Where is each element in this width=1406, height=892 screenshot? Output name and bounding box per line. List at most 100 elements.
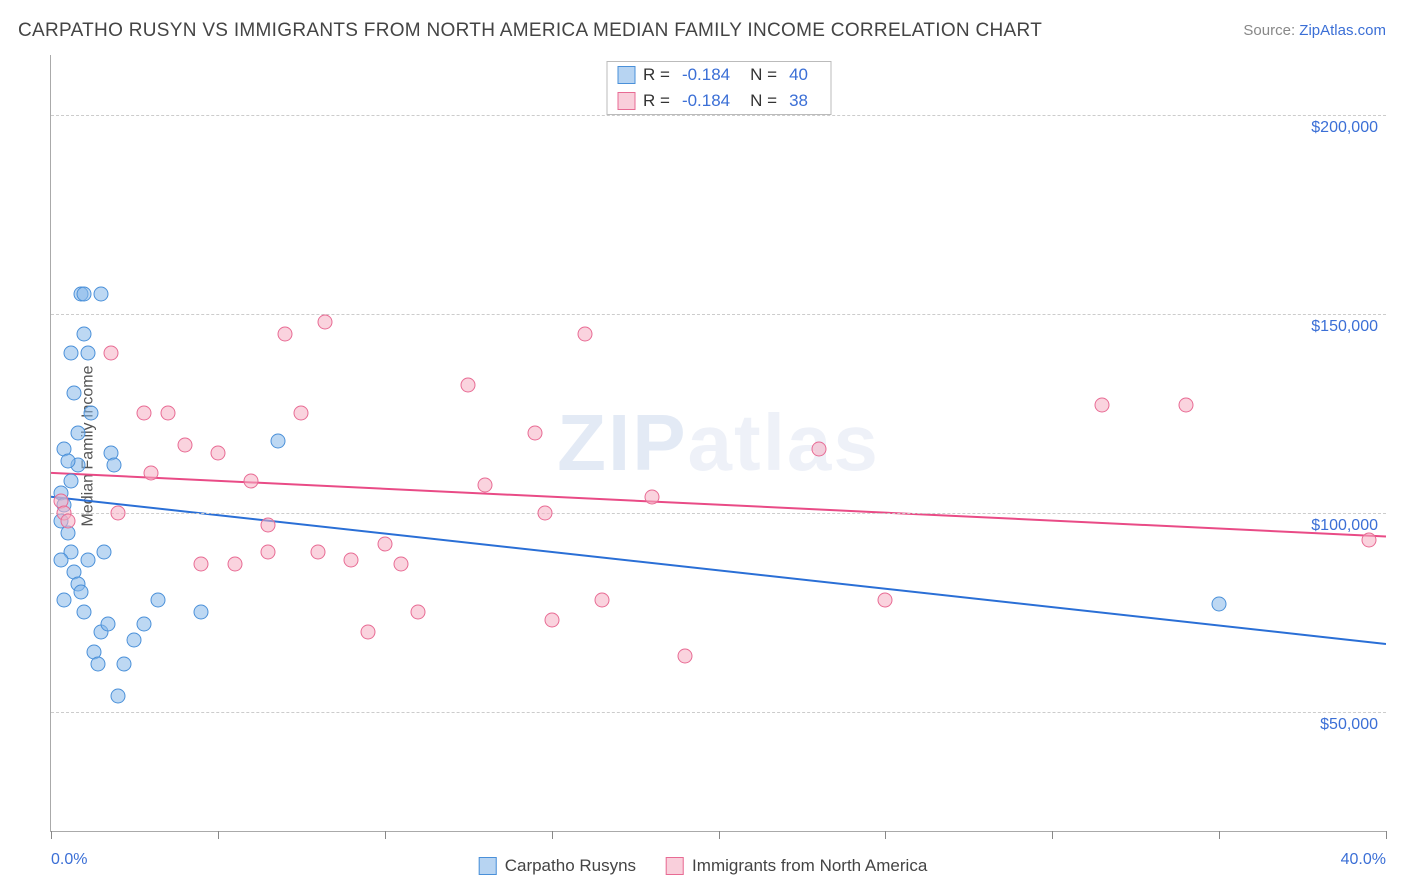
data-point bbox=[527, 426, 542, 441]
swatch-blue-icon bbox=[479, 857, 497, 875]
stats-row-blue: R = -0.184 N = 40 bbox=[607, 62, 830, 88]
x-tick bbox=[1386, 831, 1387, 839]
stat-n-label: N = bbox=[750, 91, 777, 111]
data-point bbox=[811, 441, 826, 456]
data-point bbox=[878, 593, 893, 608]
y-tick-label: $50,000 bbox=[1320, 716, 1378, 734]
source-link[interactable]: ZipAtlas.com bbox=[1299, 22, 1386, 39]
data-point bbox=[100, 617, 115, 632]
data-point bbox=[1212, 597, 1227, 612]
data-point bbox=[127, 632, 142, 647]
data-point bbox=[137, 406, 152, 421]
y-tick-label: $100,000 bbox=[1311, 517, 1378, 535]
data-point bbox=[377, 537, 392, 552]
data-point bbox=[1362, 533, 1377, 548]
x-lim-left: 0.0% bbox=[51, 851, 87, 869]
stat-r-value-pink: -0.184 bbox=[682, 91, 730, 111]
data-point bbox=[54, 553, 69, 568]
chart-title: CARPATHO RUSYN VS IMMIGRANTS FROM NORTH … bbox=[18, 20, 1042, 42]
data-point bbox=[80, 553, 95, 568]
gridline bbox=[51, 115, 1386, 116]
data-point bbox=[317, 314, 332, 329]
trend-lines bbox=[51, 55, 1386, 831]
data-point bbox=[344, 553, 359, 568]
data-point bbox=[77, 326, 92, 341]
data-point bbox=[277, 326, 292, 341]
stat-r-value-blue: -0.184 bbox=[682, 65, 730, 85]
legend-item-blue: Carpatho Rusyns bbox=[479, 856, 636, 876]
x-tick bbox=[1219, 831, 1220, 839]
chart-source: Source: ZipAtlas.com bbox=[1243, 22, 1386, 39]
data-point bbox=[74, 585, 89, 600]
data-point bbox=[678, 648, 693, 663]
data-point bbox=[104, 346, 119, 361]
legend-item-pink: Immigrants from North America bbox=[666, 856, 927, 876]
data-point bbox=[210, 445, 225, 460]
plot-area: ZIPatlas R = -0.184 N = 40 R = -0.184 N … bbox=[50, 55, 1386, 832]
data-point bbox=[1095, 398, 1110, 413]
data-point bbox=[194, 557, 209, 572]
watermark: ZIPatlas bbox=[557, 397, 880, 489]
data-point bbox=[70, 426, 85, 441]
gridline bbox=[51, 314, 1386, 315]
data-point bbox=[544, 613, 559, 628]
data-point bbox=[160, 406, 175, 421]
stat-r-label: R = bbox=[643, 91, 670, 111]
data-point bbox=[77, 605, 92, 620]
y-tick-label: $200,000 bbox=[1311, 119, 1378, 137]
x-tick bbox=[1052, 831, 1053, 839]
data-point bbox=[537, 505, 552, 520]
x-tick bbox=[218, 831, 219, 839]
swatch-pink-icon bbox=[666, 857, 684, 875]
stats-legend: R = -0.184 N = 40 R = -0.184 N = 38 bbox=[606, 61, 831, 115]
data-point bbox=[361, 625, 376, 640]
data-point bbox=[107, 457, 122, 472]
data-point bbox=[1178, 398, 1193, 413]
data-point bbox=[461, 378, 476, 393]
data-point bbox=[394, 557, 409, 572]
legend-label-pink: Immigrants from North America bbox=[692, 856, 927, 876]
data-point bbox=[177, 437, 192, 452]
x-tick bbox=[552, 831, 553, 839]
bottom-legend: Carpatho Rusyns Immigrants from North Am… bbox=[479, 856, 928, 876]
legend-label-blue: Carpatho Rusyns bbox=[505, 856, 636, 876]
data-point bbox=[411, 605, 426, 620]
data-point bbox=[64, 346, 79, 361]
data-point bbox=[110, 505, 125, 520]
data-point bbox=[644, 489, 659, 504]
data-point bbox=[97, 545, 112, 560]
x-tick bbox=[385, 831, 386, 839]
data-point bbox=[94, 286, 109, 301]
swatch-blue-icon bbox=[617, 66, 635, 84]
y-tick-label: $150,000 bbox=[1311, 318, 1378, 336]
data-point bbox=[137, 617, 152, 632]
x-tick bbox=[719, 831, 720, 839]
data-point bbox=[270, 434, 285, 449]
data-point bbox=[77, 286, 92, 301]
x-tick bbox=[51, 831, 52, 839]
data-point bbox=[90, 656, 105, 671]
stat-n-value-pink: 38 bbox=[789, 91, 808, 111]
chart-container: CARPATHO RUSYN VS IMMIGRANTS FROM NORTH … bbox=[0, 0, 1406, 892]
x-tick bbox=[885, 831, 886, 839]
trend-line bbox=[51, 497, 1386, 644]
data-point bbox=[311, 545, 326, 560]
data-point bbox=[150, 593, 165, 608]
source-prefix: Source: bbox=[1243, 22, 1299, 39]
stat-n-value-blue: 40 bbox=[789, 65, 808, 85]
data-point bbox=[227, 557, 242, 572]
swatch-pink-icon bbox=[617, 92, 635, 110]
data-point bbox=[477, 477, 492, 492]
data-point bbox=[64, 473, 79, 488]
data-point bbox=[60, 513, 75, 528]
data-point bbox=[578, 326, 593, 341]
data-point bbox=[117, 656, 132, 671]
data-point bbox=[194, 605, 209, 620]
gridline bbox=[51, 513, 1386, 514]
data-point bbox=[67, 386, 82, 401]
stat-n-label: N = bbox=[750, 65, 777, 85]
stats-row-pink: R = -0.184 N = 38 bbox=[607, 88, 830, 114]
data-point bbox=[294, 406, 309, 421]
data-point bbox=[60, 453, 75, 468]
data-point bbox=[80, 346, 95, 361]
